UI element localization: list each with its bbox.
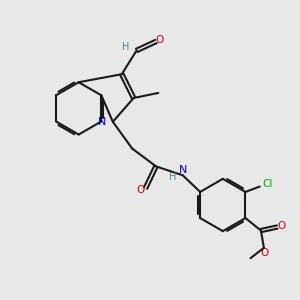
Text: Cl: Cl bbox=[262, 179, 272, 189]
Text: N: N bbox=[178, 165, 187, 175]
Text: H: H bbox=[122, 43, 129, 52]
Text: N: N bbox=[98, 117, 106, 127]
Text: O: O bbox=[136, 185, 144, 195]
Text: O: O bbox=[156, 35, 164, 45]
Text: O: O bbox=[278, 221, 286, 231]
Text: O: O bbox=[260, 248, 268, 258]
Text: H: H bbox=[169, 172, 176, 182]
